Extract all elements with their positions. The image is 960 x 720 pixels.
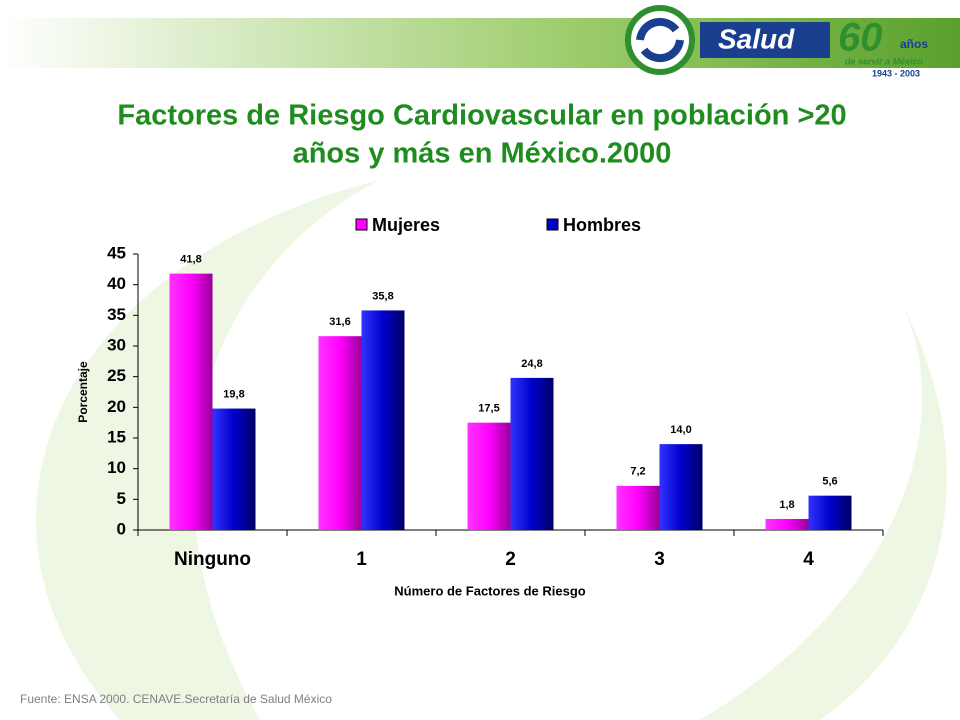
x-tick-label: Ninguno	[174, 549, 251, 570]
value-label: 24,8	[521, 358, 542, 370]
bar	[659, 444, 703, 530]
value-label: 35,8	[372, 290, 393, 302]
chart-title: Factores de Riesgo Cardiovascular en pob…	[117, 100, 846, 132]
logo-period: 1943 - 2003	[872, 68, 920, 78]
y-tick-label: 25	[107, 366, 126, 385]
legend-swatch	[355, 218, 368, 231]
y-tick-label: 0	[117, 519, 126, 538]
logo-tagline: de servir a México	[845, 56, 924, 66]
value-label: 17,5	[478, 403, 499, 415]
bar	[169, 273, 213, 530]
y-tick-label: 30	[107, 335, 126, 354]
y-tick-label: 20	[107, 397, 126, 416]
bar	[361, 310, 405, 530]
logo-number: 60	[838, 16, 883, 60]
chart-title: años y más en México.2000	[293, 138, 672, 170]
value-label: 14,0	[670, 424, 691, 436]
x-tick-label: 3	[654, 549, 665, 570]
x-tick-label: 4	[803, 549, 814, 570]
legend-swatch	[546, 218, 559, 231]
x-tick-label: 1	[356, 549, 367, 570]
y-tick-label: 10	[107, 458, 126, 477]
y-axis-label: Porcentaje	[76, 361, 90, 423]
value-label: 41,8	[180, 254, 201, 266]
value-label: 7,2	[630, 466, 645, 478]
bar	[212, 408, 256, 530]
logo: Salud 60 años de servir a México 1943 - …	[625, 5, 928, 78]
bar	[616, 485, 660, 530]
legend-label: Hombres	[563, 215, 641, 235]
logo-years: años	[900, 37, 928, 51]
swoosh	[36, 180, 381, 720]
swoosh	[700, 300, 947, 720]
logo-band	[700, 22, 830, 58]
legend-label: Mujeres	[372, 215, 440, 235]
x-axis-label: Número de Factores de Riesgo	[394, 583, 585, 598]
y-tick-label: 45	[107, 243, 126, 262]
y-tick-label: 40	[107, 274, 126, 293]
bar	[318, 336, 362, 530]
value-label: 1,8	[779, 499, 794, 511]
value-label: 19,8	[223, 388, 244, 400]
bar	[510, 377, 554, 530]
logo-mark	[636, 17, 684, 63]
bar	[467, 422, 511, 530]
bar	[765, 518, 809, 530]
value-label: 5,6	[822, 476, 837, 488]
y-tick-label: 15	[107, 427, 126, 446]
bar	[808, 495, 852, 530]
logo-circle	[625, 5, 695, 75]
source-note: Fuente: ENSA 2000. CENAVE.Secretaría de …	[20, 692, 332, 706]
value-label: 31,6	[329, 316, 350, 328]
x-tick-label: 2	[505, 549, 516, 570]
y-tick-label: 35	[107, 305, 126, 324]
y-tick-label: 5	[117, 489, 126, 508]
logo-name: Salud	[718, 23, 795, 54]
